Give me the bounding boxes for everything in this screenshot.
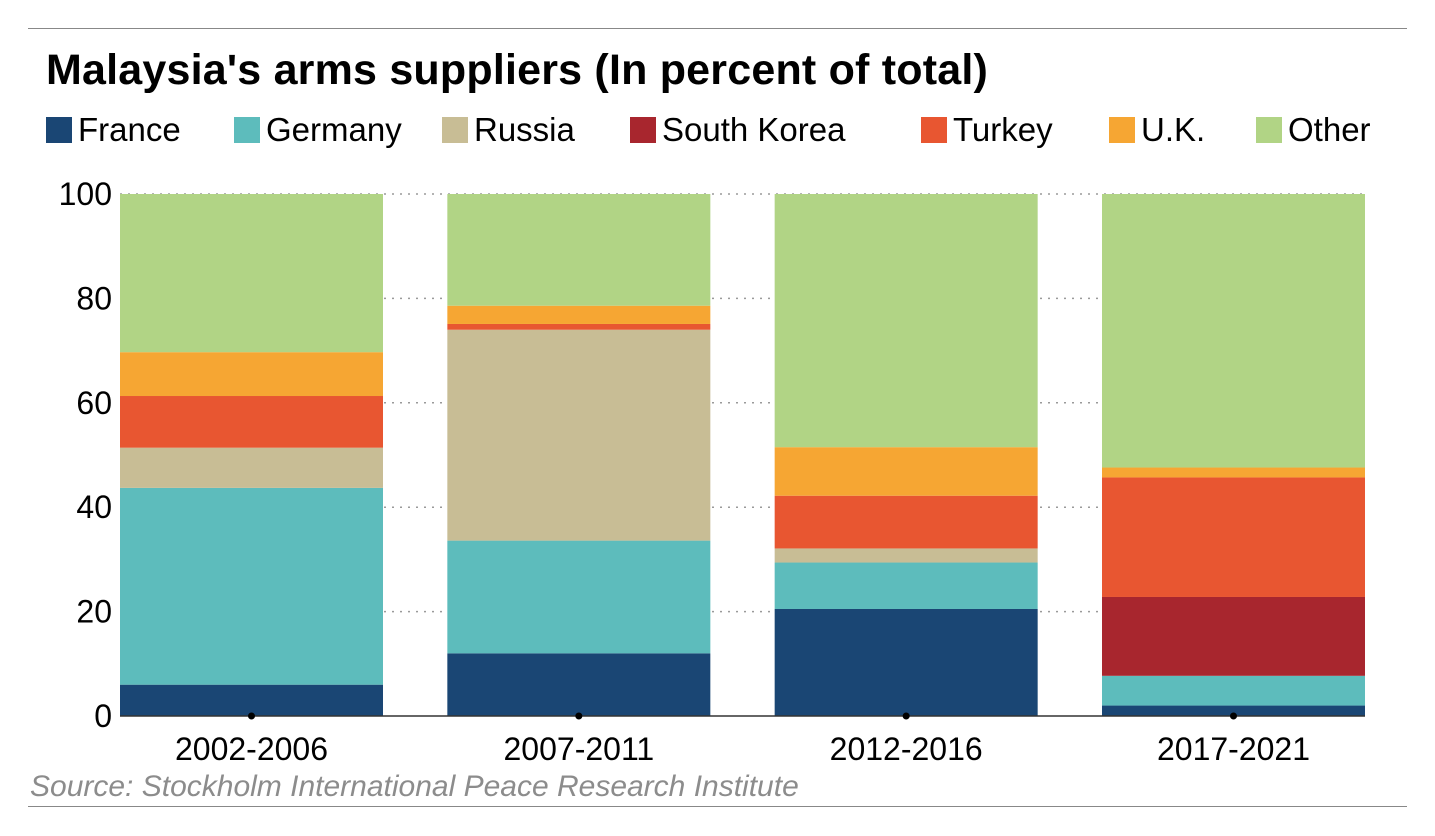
x-tick-dot-2007-2011 bbox=[575, 712, 583, 720]
bar-2007-2011-turkey bbox=[447, 323, 711, 330]
bars bbox=[120, 194, 1365, 716]
y-tick-label-80: 80 bbox=[76, 280, 112, 316]
legend: France Germany Russia South Korea Turkey… bbox=[0, 111, 1435, 151]
bar-2017-2021-germany bbox=[1102, 675, 1365, 706]
bar-2012-2016-u-k bbox=[774, 447, 1038, 496]
legend-item-germany: Germany bbox=[234, 111, 402, 149]
y-tick-label-100: 100 bbox=[59, 176, 112, 212]
y-tick-label-20: 20 bbox=[76, 594, 112, 630]
legend-item-other: Other bbox=[1256, 111, 1371, 149]
bar-2017-2021-south-korea bbox=[1102, 596, 1365, 676]
legend-swatch-turkey bbox=[921, 117, 947, 143]
x-tick-dot-2017-2021 bbox=[1230, 712, 1237, 720]
bar-2002-2006-france bbox=[120, 684, 383, 716]
bar-2002-2006-germany bbox=[120, 487, 383, 685]
x-axis-tick-labels: 2002-2006 2007-2011 2012-2016 2017-2021 bbox=[175, 731, 1310, 767]
bar-2007-2011-other bbox=[447, 194, 711, 306]
source-note: Source: Stockholm International Peace Re… bbox=[30, 770, 799, 803]
bar-2002-2006-u-k bbox=[120, 352, 383, 397]
legend-swatch-south-korea bbox=[630, 117, 656, 143]
legend-item-south-korea: South Korea bbox=[630, 111, 845, 149]
x-tick-label-2002-2006: 2002-2006 bbox=[175, 731, 328, 767]
legend-item-france: France bbox=[46, 111, 181, 149]
y-tick-label-40: 40 bbox=[76, 489, 112, 525]
x-tick-label-2007-2011: 2007-2011 bbox=[504, 731, 655, 767]
bar-2007-2011-germany bbox=[447, 540, 711, 654]
bar-2002-2006-russia bbox=[120, 447, 383, 488]
bar-2012-2016-other bbox=[774, 194, 1038, 448]
legend-swatch-other bbox=[1256, 117, 1282, 143]
bar-2007-2011-france bbox=[447, 653, 711, 716]
legend-label-germany: Germany bbox=[266, 111, 402, 148]
bar-2007-2011-u-k bbox=[447, 305, 711, 324]
y-tick-label-0: 0 bbox=[94, 698, 112, 734]
legend-label-other: Other bbox=[1288, 111, 1371, 148]
bar-2012-2016-france bbox=[774, 608, 1038, 716]
legend-label-uk: U.K. bbox=[1141, 111, 1206, 148]
bar-2012-2016-turkey bbox=[774, 495, 1038, 549]
legend-swatch-russia bbox=[442, 117, 468, 143]
bar-2012-2016-germany bbox=[774, 562, 1038, 609]
bar-2007-2011-russia bbox=[447, 329, 711, 541]
x-tick-dot-2002-2006 bbox=[248, 712, 255, 720]
legend-label-turkey: Turkey bbox=[953, 111, 1053, 148]
legend-label-south-korea: South Korea bbox=[662, 111, 846, 148]
legend-item-uk: U.K. bbox=[1109, 111, 1205, 149]
top-rule bbox=[28, 28, 1407, 29]
legend-swatch-germany bbox=[234, 117, 260, 143]
legend-label-france: France bbox=[78, 111, 181, 148]
bar-2017-2021-france bbox=[1102, 705, 1365, 716]
x-axis bbox=[120, 712, 1365, 720]
chart-title: Malaysia's arms suppliers (In percent of… bbox=[46, 46, 989, 94]
x-tick-label-2017-2021: 2017-2021 bbox=[1157, 731, 1310, 767]
y-tick-label-60: 60 bbox=[76, 385, 112, 421]
y-axis-tick-labels: 0 20 40 60 80 100 bbox=[59, 176, 112, 734]
x-tick-dot-2012-2016 bbox=[902, 712, 910, 720]
x-tick-label-2012-2016: 2012-2016 bbox=[830, 731, 983, 767]
legend-item-russia: Russia bbox=[442, 111, 575, 149]
bar-2002-2006-turkey bbox=[120, 396, 383, 448]
bottom-rule bbox=[28, 806, 1407, 807]
bar-2017-2021-turkey bbox=[1102, 477, 1365, 597]
bar-2012-2016-russia bbox=[774, 548, 1038, 563]
legend-swatch-france bbox=[46, 117, 72, 143]
bar-2017-2021-u-k bbox=[1102, 467, 1365, 478]
legend-label-russia: Russia bbox=[474, 111, 575, 148]
legend-item-turkey: Turkey bbox=[921, 111, 1053, 149]
legend-swatch-uk bbox=[1109, 117, 1135, 143]
bar-2017-2021-other bbox=[1102, 194, 1365, 468]
bar-2002-2006-other bbox=[120, 194, 383, 353]
